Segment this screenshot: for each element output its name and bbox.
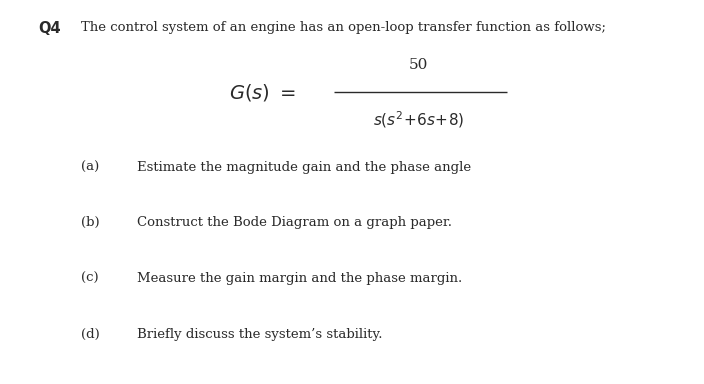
Text: $\mathit{G}(\mathit{s})\ =$: $\mathit{G}(\mathit{s})\ =$ [229,82,296,103]
Text: (c): (c) [81,272,99,285]
Text: The control system of an engine has an open-loop transfer function as follows;: The control system of an engine has an o… [81,21,606,34]
Text: Briefly discuss the system’s stability.: Briefly discuss the system’s stability. [137,328,383,341]
Text: Measure the gain margin and the phase margin.: Measure the gain margin and the phase ma… [137,272,463,285]
Text: Q4: Q4 [39,21,61,36]
Text: (a): (a) [81,161,99,174]
Text: Construct the Bode Diagram on a graph paper.: Construct the Bode Diagram on a graph pa… [137,216,452,229]
Text: (b): (b) [81,216,99,229]
Text: (d): (d) [81,328,100,341]
Text: Estimate the magnitude gain and the phase angle: Estimate the magnitude gain and the phas… [137,161,472,174]
Text: 50: 50 [409,58,429,72]
Text: $s(s^2\!+\!6s\!+\!8)$: $s(s^2\!+\!6s\!+\!8)$ [373,109,465,130]
